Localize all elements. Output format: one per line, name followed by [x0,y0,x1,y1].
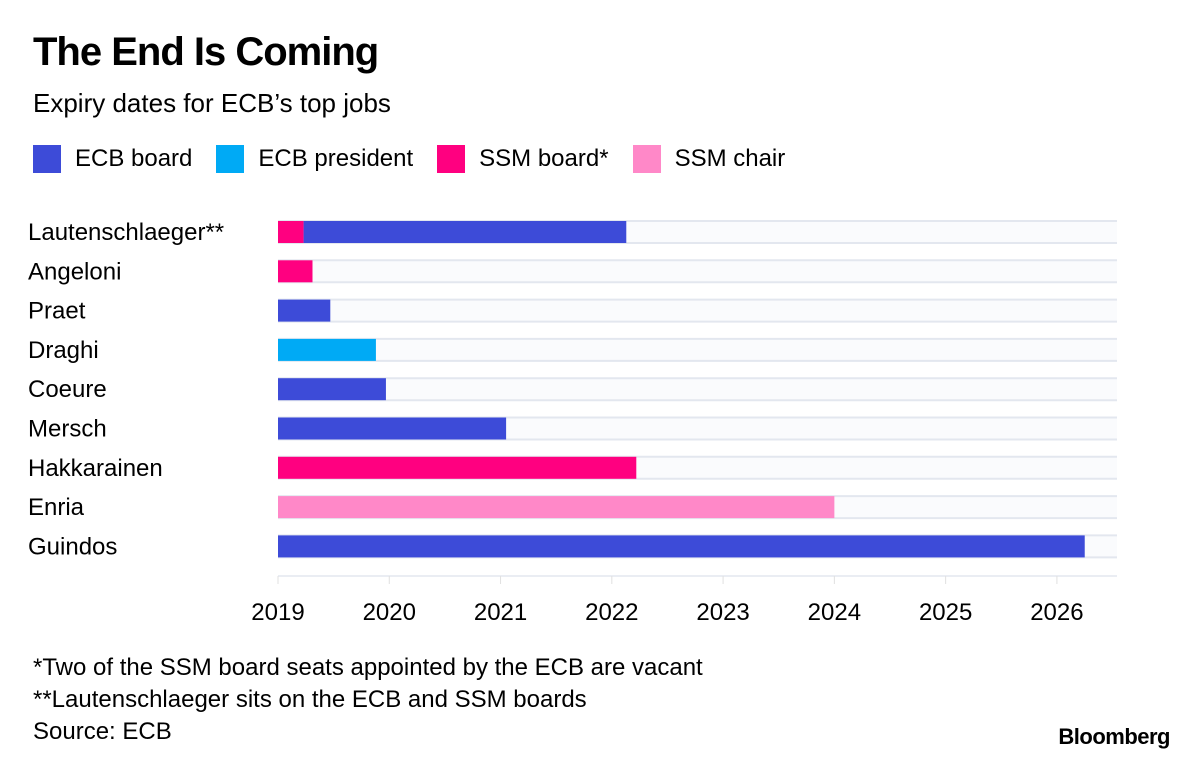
legend-label: ECB board [75,145,193,172]
bar-segment [278,338,376,361]
footnote-1: *Two of the SSM board seats appointed by… [33,654,703,681]
bar-segment [278,378,386,401]
category-label: Hakkarainen [28,455,163,482]
x-tick-label: 2022 [585,599,638,626]
category-label: Guindos [28,533,117,560]
legend-label: SSM chair [674,145,786,172]
legend-item: ECB board [33,145,192,173]
x-tick-label: 2026 [1030,599,1083,626]
x-tick-label: 2020 [363,599,416,626]
bloomberg-logo: Bloomberg [1058,724,1170,749]
legend-swatch [33,145,61,173]
legend-swatch [632,145,661,173]
category-label: Coeure [28,376,107,403]
x-tick-label: 2021 [474,599,527,626]
x-tick-label: 2025 [919,599,972,626]
category-label: Praet [28,298,86,325]
footnote-2: **Lautenschlaeger sits on the ECB and SS… [33,686,587,713]
chart-title: The End Is Coming [33,30,379,74]
legend-swatch [437,145,466,173]
bar-segment [278,535,1085,558]
legend-item: SSM board* [437,145,609,173]
row-track [278,378,1117,401]
category-label: Draghi [28,337,99,364]
row-track [278,338,1117,361]
legend-item: ECB president [216,145,413,173]
legend-swatch [216,145,245,173]
legend-label: SSM board* [479,145,609,172]
x-tick-label: 2019 [251,599,304,626]
category-label: Enria [28,494,85,521]
bar-segment [278,456,637,479]
bar-segment [278,260,313,283]
bar-segment [278,221,304,243]
legend: ECB board ECB president SSM board* SSM chai… [33,145,809,173]
legend-item: SSM chair [632,145,786,173]
x-tick-label: 2024 [808,599,861,626]
category-label: Lautenschlaeger** [28,219,224,246]
source-note: Source: ECB [33,718,172,745]
row-track [278,299,1117,322]
legend-label: ECB president [258,145,414,172]
chart-subtitle: Expiry dates for ECB’s top jobs [33,88,391,118]
bar-segment [278,417,507,440]
bar-segment [278,496,835,519]
row-track [278,260,1117,283]
category-label: Mersch [28,416,107,443]
x-tick-label: 2023 [696,599,749,626]
category-label: Angeloni [28,258,121,285]
bar-segment [278,299,331,322]
bar-segment [303,221,627,243]
